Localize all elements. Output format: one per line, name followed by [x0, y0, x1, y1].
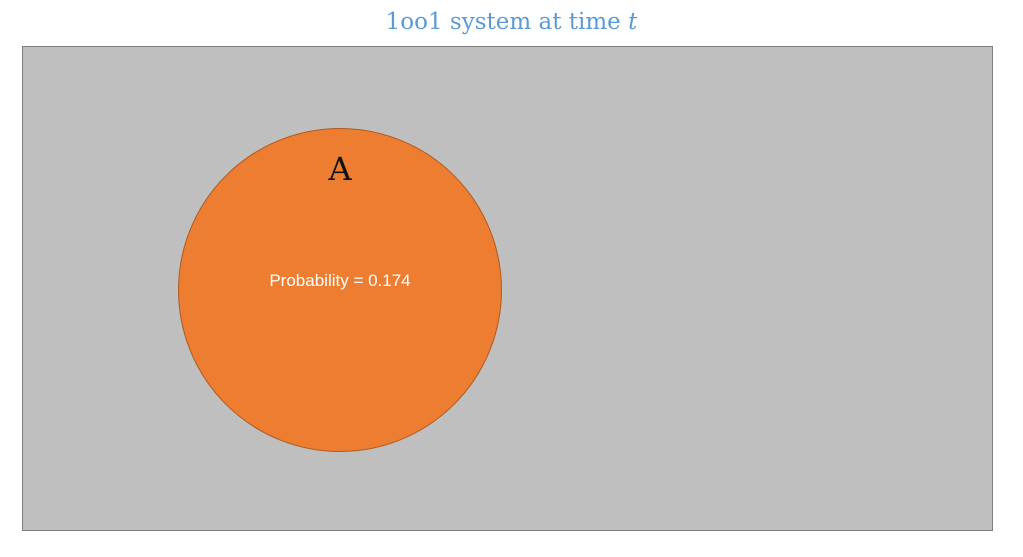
event-label: A — [328, 150, 352, 188]
probability-label: Probability = 0.174 — [269, 271, 411, 290]
diagram-title: 1oo1 system at time t — [0, 6, 1023, 38]
sample-space-rectangle: A Probability = 0.174 — [22, 46, 993, 531]
title-text: 1oo1 system at time — [385, 9, 629, 35]
event-a-circle: A Probability = 0.174 — [178, 128, 502, 452]
title-time-variable: t — [628, 9, 638, 35]
